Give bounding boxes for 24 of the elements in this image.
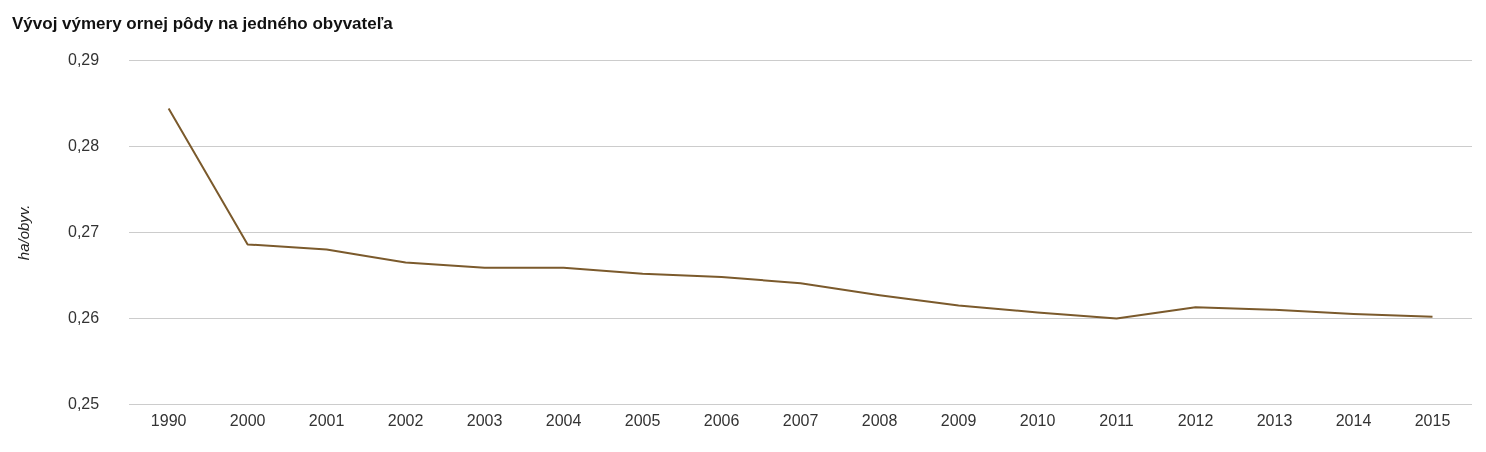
y-tick-label: 0,25 bbox=[68, 394, 100, 412]
y-axis-title: ha/obyv. bbox=[15, 204, 33, 261]
x-tick-label: 2008 bbox=[861, 412, 898, 430]
x-tick-label: 1990 bbox=[150, 412, 187, 430]
chart-title: Vývoj výmery ornej pôdy na jedného obyvateľa bbox=[12, 13, 394, 33]
x-tick-label: 2009 bbox=[940, 412, 977, 430]
x-tick-label: 2011 bbox=[1099, 412, 1134, 430]
x-tick-label: 2012 bbox=[1177, 412, 1214, 430]
x-tick-label: 2015 bbox=[1414, 412, 1451, 430]
x-tick-label: 2007 bbox=[782, 412, 819, 430]
x-tick-label: 2013 bbox=[1256, 412, 1293, 430]
x-tick-label: 2000 bbox=[229, 412, 266, 430]
y-tick-label: 0,28 bbox=[68, 136, 100, 154]
x-tick-label: 2010 bbox=[1019, 412, 1056, 430]
x-tick-label: 2006 bbox=[703, 412, 740, 430]
x-tick-label: 2002 bbox=[387, 412, 424, 430]
x-tick-label: 2003 bbox=[466, 412, 503, 430]
y-tick-label: 0,27 bbox=[68, 222, 100, 240]
x-tick-label: 2014 bbox=[1335, 412, 1372, 430]
y-tick-label: 0,26 bbox=[68, 308, 100, 326]
x-tick-label: 2001 bbox=[308, 412, 345, 430]
x-tick-label: 2004 bbox=[545, 412, 582, 430]
y-tick-label: 0,29 bbox=[68, 50, 100, 68]
x-tick-label: 2005 bbox=[624, 412, 661, 430]
